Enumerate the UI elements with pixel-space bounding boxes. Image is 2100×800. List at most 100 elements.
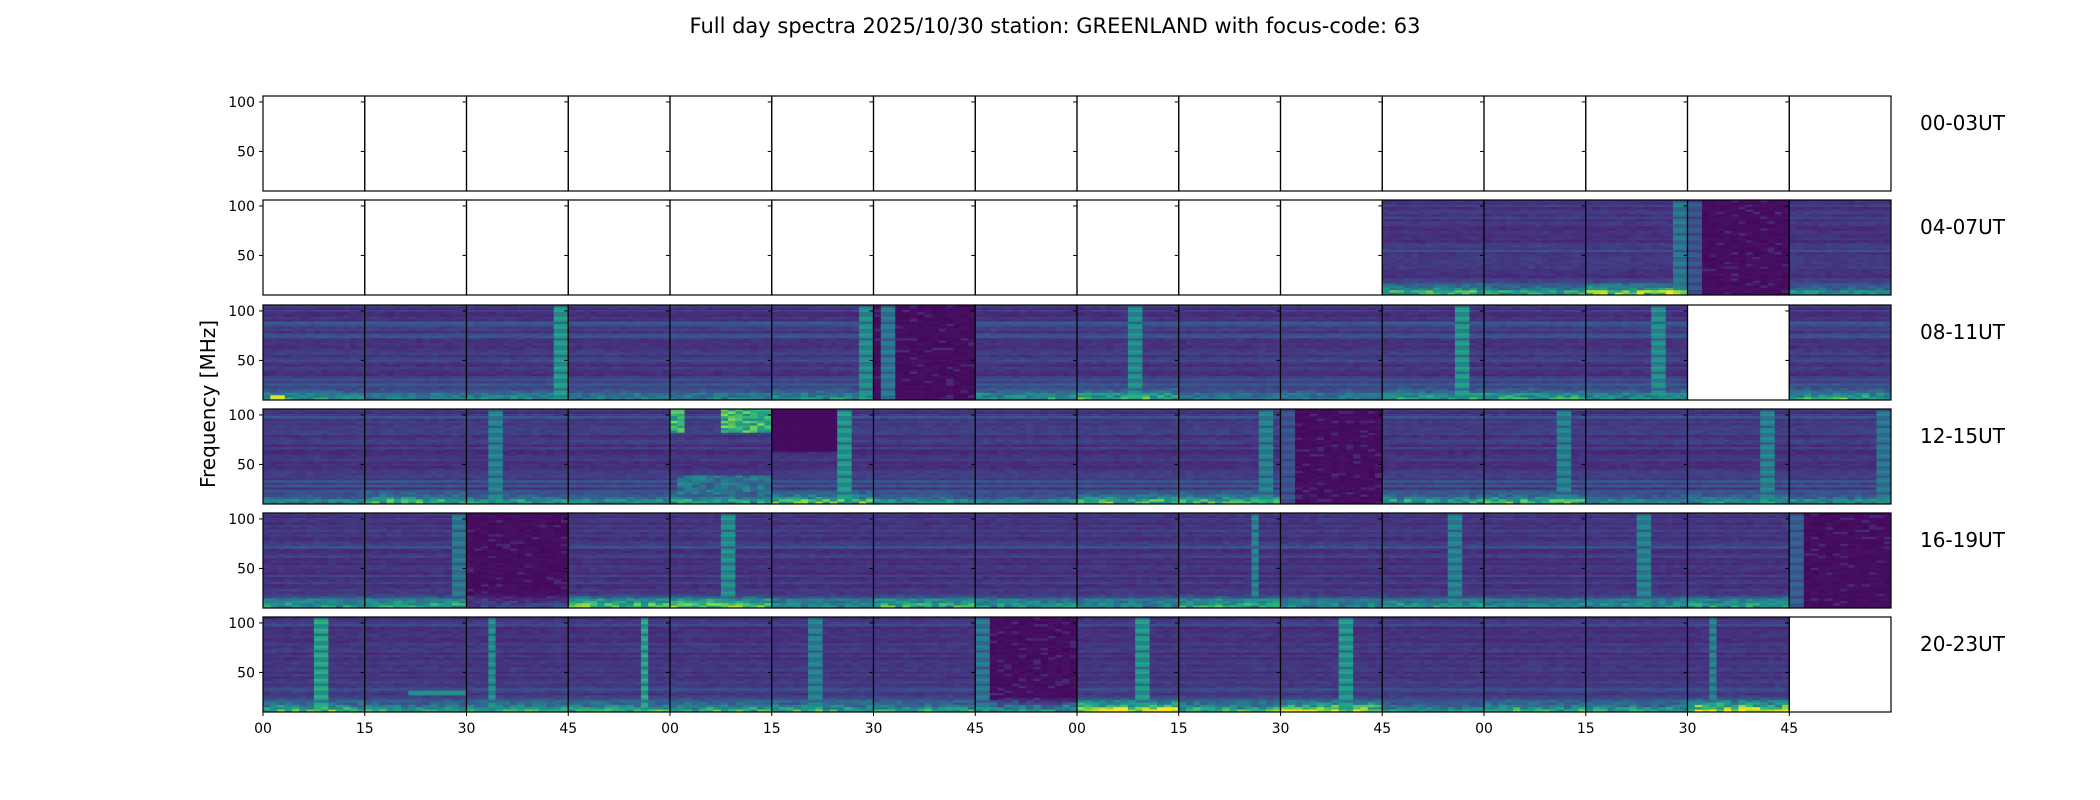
spectrogram-cell bbox=[1382, 209, 1390, 213]
spectrogram-cell bbox=[1840, 278, 1848, 282]
spectrogram-cell bbox=[473, 354, 482, 358]
spectrogram-cell bbox=[582, 343, 591, 346]
spectrogram-cell bbox=[393, 357, 402, 361]
spectrogram-cell bbox=[1854, 221, 1863, 225]
spectrogram-cell bbox=[459, 371, 467, 375]
spectrogram-cell bbox=[481, 328, 489, 332]
spectrogram-cell bbox=[1869, 245, 1877, 248]
spectrogram-cell bbox=[1796, 290, 1805, 294]
spectrogram-cell bbox=[1462, 254, 1470, 258]
spectrogram-cell bbox=[350, 326, 358, 330]
spectrogram-cell bbox=[1600, 221, 1608, 225]
spectrogram-cell bbox=[648, 340, 656, 344]
spectrogram-cell bbox=[1716, 221, 1725, 225]
spectrogram-cell bbox=[1825, 211, 1834, 215]
spectrogram-cell bbox=[1556, 223, 1565, 227]
spectrogram-cell bbox=[1694, 261, 1703, 265]
spectrogram-cell bbox=[1622, 254, 1630, 258]
spectrogram-cell bbox=[328, 390, 337, 394]
spectrogram-cell bbox=[553, 381, 562, 384]
spectrogram-cell bbox=[357, 345, 366, 349]
spectrogram-cell bbox=[619, 357, 627, 361]
spectrogram-cell bbox=[1781, 216, 1790, 220]
spectrogram-cell bbox=[1382, 249, 1390, 253]
spectrogram-cell bbox=[328, 312, 337, 315]
spectrogram-cell bbox=[1767, 271, 1776, 275]
spectrogram-cell bbox=[1811, 271, 1819, 275]
spectrogram-cell bbox=[1731, 240, 1739, 244]
spectrogram-cell bbox=[466, 307, 475, 311]
spectrogram-cell bbox=[408, 333, 417, 337]
spectrogram-cell bbox=[510, 328, 518, 332]
spectrogram-cell bbox=[1861, 214, 1870, 218]
spectrogram-cell bbox=[1498, 216, 1507, 220]
spectrogram-cell bbox=[1447, 276, 1456, 279]
spectrogram-cell bbox=[1818, 233, 1826, 237]
spectrogram-cell bbox=[1861, 290, 1870, 294]
spectrogram-cell bbox=[313, 340, 322, 344]
spectrogram-cell bbox=[451, 340, 460, 344]
spectrogram-cell bbox=[422, 381, 431, 384]
spectrogram-cell bbox=[560, 314, 569, 318]
spectrogram-cell bbox=[342, 324, 351, 327]
spectrogram-cell bbox=[1781, 240, 1790, 244]
spectrogram-cell bbox=[553, 397, 562, 401]
spectrogram-cell bbox=[1585, 247, 1594, 251]
spectrogram-cell bbox=[1425, 245, 1434, 248]
spectrogram-cell bbox=[1571, 271, 1579, 275]
spectrogram-cell bbox=[1549, 204, 1558, 208]
spectrogram-cell bbox=[1723, 280, 1732, 284]
spectrogram-cell bbox=[590, 314, 598, 318]
spectrogram-cell bbox=[364, 359, 373, 363]
spectrogram-cell bbox=[1709, 211, 1717, 215]
spectrogram-cell bbox=[1869, 276, 1877, 279]
spectrogram-cell bbox=[1614, 233, 1623, 237]
spectrogram-cell bbox=[1418, 223, 1427, 227]
spectrogram-cell bbox=[1643, 207, 1652, 210]
spectrogram-cell bbox=[357, 371, 366, 375]
spectrogram-cell bbox=[1382, 266, 1390, 270]
spectrogram-cell bbox=[321, 345, 329, 349]
spectrogram-cell bbox=[1883, 235, 1892, 239]
spectrogram-cell bbox=[1389, 261, 1398, 265]
spectrogram-cell bbox=[1498, 211, 1507, 215]
spectrogram-cell bbox=[1556, 200, 1565, 203]
spectrogram-cell bbox=[364, 328, 373, 332]
spectrogram-cell bbox=[1876, 202, 1885, 206]
spectrogram-cell bbox=[1687, 287, 1696, 291]
spectrogram-cell bbox=[393, 381, 402, 384]
spectrogram-cell bbox=[1600, 204, 1608, 208]
spectrogram-cell bbox=[1600, 207, 1608, 210]
spectrogram-cell bbox=[451, 338, 460, 342]
spectrogram-cell bbox=[531, 312, 540, 315]
spectrogram-cell bbox=[1694, 211, 1703, 215]
spectrogram-cell bbox=[386, 383, 395, 387]
spectrogram-cell bbox=[517, 390, 526, 394]
spectrogram-cell bbox=[1498, 223, 1507, 227]
spectrogram-cell bbox=[393, 343, 402, 346]
spectrogram-cell bbox=[1658, 214, 1667, 218]
spectrogram-cell bbox=[401, 364, 409, 368]
spectrogram-cell bbox=[1542, 223, 1550, 227]
spectrogram-cell bbox=[1840, 235, 1848, 239]
spectrogram-cell bbox=[495, 350, 504, 353]
spectrogram-cell bbox=[1425, 233, 1434, 237]
spectrogram-cell bbox=[313, 324, 322, 327]
spectrogram-cell bbox=[379, 354, 387, 358]
spectrogram-cell bbox=[1556, 235, 1565, 239]
spectrogram-cell bbox=[1534, 290, 1543, 294]
spectrogram-cell bbox=[1861, 264, 1870, 267]
spectrogram-cell bbox=[1534, 259, 1543, 263]
spectrogram-cell bbox=[1811, 259, 1819, 263]
spectrogram-cell bbox=[524, 366, 533, 370]
spectrogram-cell bbox=[1549, 216, 1558, 220]
spectrogram-cell bbox=[1840, 285, 1848, 289]
spectrogram-cell bbox=[321, 350, 329, 353]
spectrogram-cell bbox=[648, 314, 656, 318]
spectrogram-cell bbox=[1876, 207, 1885, 210]
spectrogram-cell bbox=[1396, 240, 1405, 244]
spectrogram-cell bbox=[1614, 204, 1623, 208]
spectrogram-cell bbox=[1585, 259, 1594, 263]
spectrogram-cell bbox=[1636, 287, 1645, 291]
spectrogram-cell bbox=[1498, 252, 1507, 256]
